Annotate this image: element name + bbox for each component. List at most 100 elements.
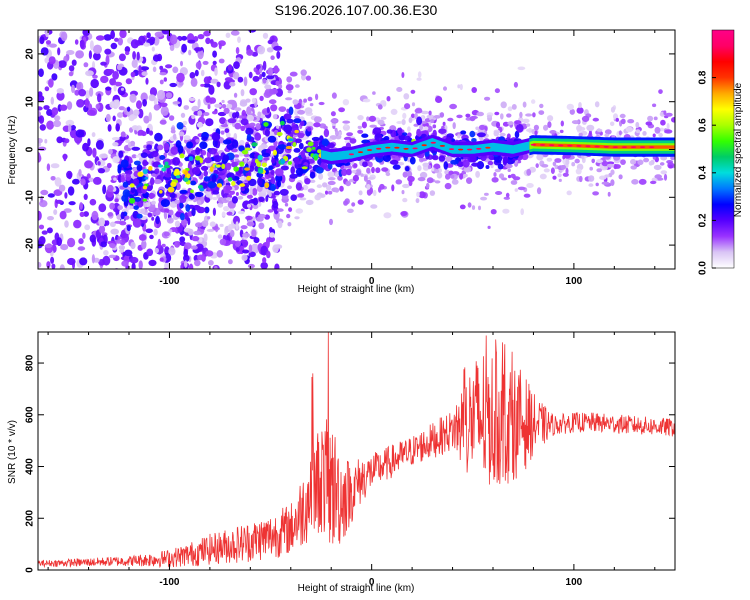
heatmap-cell <box>117 37 124 46</box>
heatmap-cell <box>347 208 354 213</box>
heatmap-cell <box>469 130 476 138</box>
heatmap-cell <box>246 134 252 141</box>
heatmap-cell <box>270 169 275 175</box>
heatmap-cell <box>652 103 657 108</box>
heatmap-cell <box>327 190 333 195</box>
snr-series-line <box>38 332 675 569</box>
heatmap-cell <box>594 101 600 108</box>
heatmap-cell <box>148 193 156 199</box>
heatmap-cell <box>127 141 131 148</box>
heatmap-cell <box>119 30 127 39</box>
heatmap-cell <box>252 188 258 196</box>
heatmap-cell <box>172 101 181 105</box>
heatmap-cell <box>114 198 119 203</box>
heatmap-cell <box>203 76 211 84</box>
colorbar-tick-label: 0.2 <box>698 213 709 227</box>
heatmap-cell <box>554 158 562 163</box>
heatmap-cell <box>84 98 90 108</box>
heatmap-cell <box>196 200 202 206</box>
snr-panel: -100 0 100 0 200 400 600 800 Height of straigh… <box>7 331 676 594</box>
heatmap-cell <box>274 168 284 177</box>
heatmap-cell <box>123 215 130 220</box>
heatmap-cell <box>193 230 201 236</box>
heatmap-cell <box>145 77 149 85</box>
heatmap-cell <box>292 99 299 105</box>
heatmap-cell <box>610 121 615 127</box>
heatmap-cell <box>417 71 422 78</box>
heatmap-cell <box>261 162 267 168</box>
heatmap-cell <box>557 173 562 178</box>
heatmap-cell <box>268 99 277 105</box>
heatmap-cell <box>463 165 472 173</box>
heatmap-cell <box>44 138 48 144</box>
heatmap-cell <box>352 174 359 182</box>
heatmap-cell <box>114 99 121 108</box>
heatmap-cell <box>117 236 122 240</box>
heatmap-cell <box>112 156 120 164</box>
heatmap-cell <box>251 229 257 238</box>
heatmap-cell <box>565 159 570 166</box>
heatmap-cell <box>38 224 45 230</box>
heatmap-cell <box>88 177 95 182</box>
snr-frame <box>37 331 676 571</box>
heatmap-cell <box>575 168 582 175</box>
heatmap-cell <box>254 132 262 141</box>
heatmap-cell <box>300 69 307 76</box>
heatmap-cell <box>212 60 217 65</box>
heatmap-cell <box>339 185 344 192</box>
heatmap-cell <box>293 148 301 153</box>
heatmap-cell <box>181 43 188 53</box>
heatmap-cell <box>560 120 564 127</box>
heatmap-cell <box>390 108 398 115</box>
heatmap-cell <box>143 42 151 47</box>
heatmap-cell <box>116 214 122 220</box>
heatmap-cell <box>659 162 665 166</box>
heatmap-cell <box>68 124 72 133</box>
heatmap-cell <box>306 147 312 153</box>
heatmap-cell <box>223 70 227 75</box>
heatmap-cell <box>246 49 254 56</box>
heatmap-cell <box>327 180 336 186</box>
heatmap-cell <box>507 174 512 179</box>
heatmap-cell <box>353 163 358 168</box>
heatmap-cell <box>258 196 265 202</box>
heatmap-cell <box>197 49 204 60</box>
heatmap-cell <box>50 163 60 169</box>
ridge-peak <box>448 148 455 151</box>
heatmap-cell <box>203 170 208 177</box>
heatmap-cell <box>188 97 196 102</box>
heatmap-y-ticks: -20 -10 0 10 20 <box>25 48 675 252</box>
ridge-peak <box>621 146 628 149</box>
heatmap-cell <box>203 176 211 182</box>
heatmap-y-axis-label: Frequency (Hz) <box>7 116 18 185</box>
heatmap-cell <box>265 195 269 202</box>
heatmap-cell <box>416 191 420 198</box>
heatmap-cell <box>320 161 328 170</box>
y-tick-label: 20 <box>25 48 36 60</box>
heatmap-cell <box>46 261 51 269</box>
heatmap-cell <box>179 194 187 204</box>
chart-title: S196.2026.107.00.36.E30 <box>275 2 438 18</box>
heatmap-cell <box>231 139 239 149</box>
heatmap-cell <box>525 113 533 117</box>
heatmap-cell <box>56 237 62 247</box>
heatmap-cell <box>225 132 231 138</box>
heatmap-cell <box>240 89 245 97</box>
heatmap-cell <box>457 84 461 89</box>
heatmap-cell <box>571 120 580 125</box>
heatmap-cell <box>406 170 413 178</box>
heatmap-cell <box>309 171 316 179</box>
heatmap-cell <box>294 216 300 220</box>
heatmap-cell <box>326 184 332 191</box>
heatmap-x-axis-label: Height of straight line (km) <box>298 284 415 295</box>
heatmap-cell <box>146 248 154 257</box>
heatmap-cell <box>637 159 644 166</box>
heatmap-cell <box>627 119 635 124</box>
heatmap-cell <box>219 223 224 227</box>
heatmap-cell <box>242 151 248 155</box>
heatmap-cell <box>47 193 55 198</box>
heatmap-cell <box>249 88 257 96</box>
heatmap-cell <box>117 112 124 118</box>
heatmap-cell <box>38 146 47 151</box>
heatmap-cell <box>266 106 270 114</box>
